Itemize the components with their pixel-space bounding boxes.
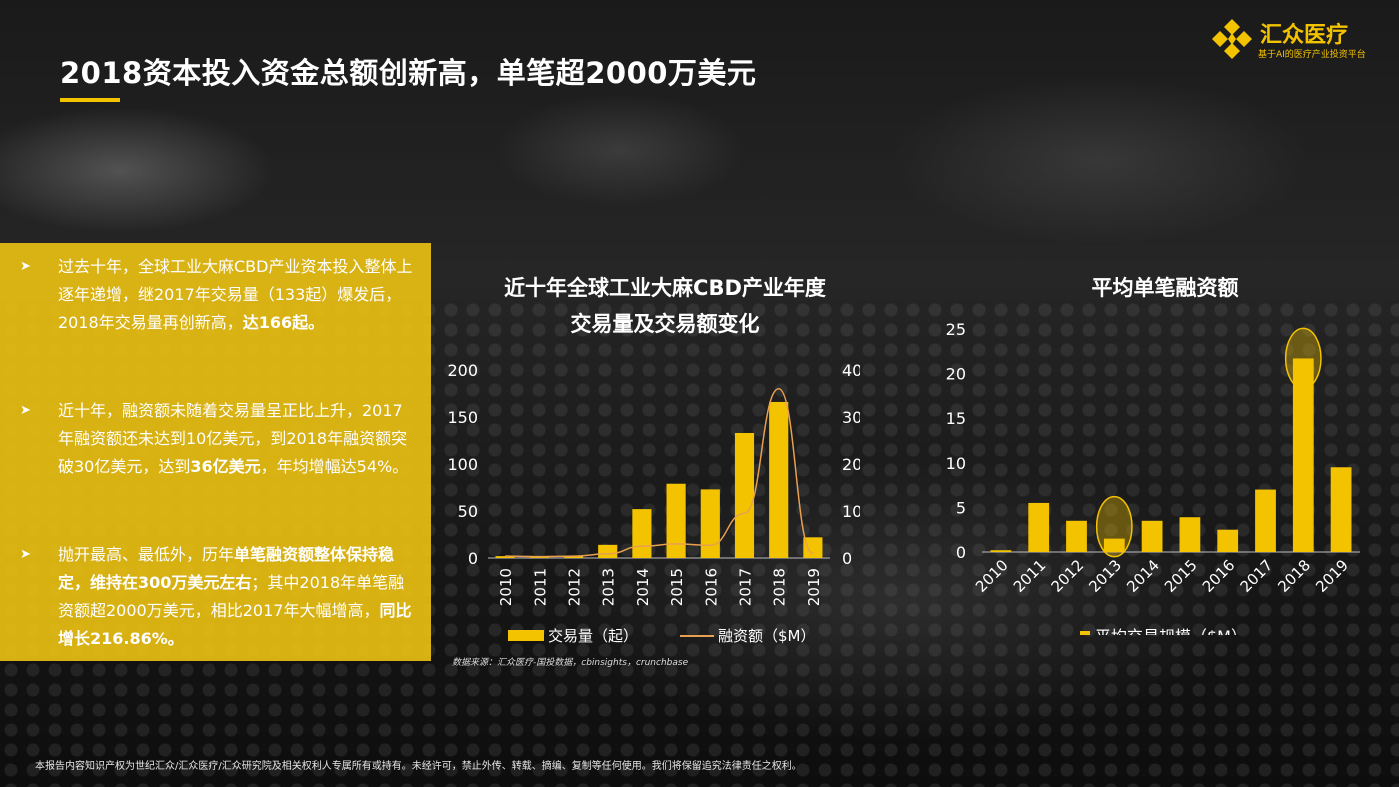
chart2-bar	[1066, 520, 1087, 552]
chart2-title: 平均单笔融资额	[1091, 276, 1239, 300]
chart1-legend-bar-label: 交易量（起）	[548, 627, 638, 645]
chart2-x-tick: 2017	[1237, 556, 1277, 596]
chart2-x-tick: 2012	[1048, 556, 1088, 596]
chart1-legend-line-label: 融资额（$M）	[718, 627, 816, 645]
chart1-x-tick: 2011	[531, 568, 549, 606]
bullet-text: 过去十年，全球工业大麻CBD产业资本投入整体上逐年递增，继2017年交易量（13…	[58, 253, 418, 337]
chart2-x-tick: 2011	[1010, 556, 1050, 596]
chart1-right-tick: 1000	[842, 502, 860, 521]
chart2-y-tick: 10	[946, 454, 966, 473]
chart2-legend-swatch	[1080, 631, 1090, 635]
chart1-left-tick: 150	[447, 408, 478, 427]
chart1-bar	[769, 401, 789, 558]
chart2-bar	[1330, 467, 1352, 552]
chart2-x-tick: 2016	[1199, 556, 1239, 596]
chart2-bar	[1255, 489, 1276, 552]
chart2-x-tick: 2015	[1161, 556, 1201, 596]
chart1-bar	[632, 509, 652, 558]
page-title: 2018资本投入资金总额创新高，单笔超2000万美元	[60, 56, 757, 90]
chart2-x-tick: 2013	[1085, 556, 1125, 596]
chart1-left-tick: 200	[447, 361, 478, 380]
chart2-x-tick: 2014	[1123, 556, 1163, 596]
chart1-line	[505, 388, 814, 558]
chart2: 0510152025201020112012201320142015201620…	[946, 320, 1360, 635]
chart1-bar	[666, 483, 686, 558]
chart1-x-tick: 2015	[668, 568, 686, 606]
chart2-y-tick: 25	[946, 320, 966, 339]
chart1-x-tick: 2010	[497, 568, 515, 606]
chart1-bar	[598, 544, 618, 558]
chart1-left-tick: 100	[447, 455, 478, 474]
bullet-text-bold: 36亿美元	[190, 457, 261, 476]
bullet-text-part: ；其中2018年单笔融资额超2000万美元，相比2017年大幅增高，	[58, 573, 405, 620]
bullet-3: ➤ 抛开最高、最低外，历年单笔融资额整体保持稳定，维持在300万美元左右；其中2…	[20, 541, 420, 653]
footer-copyright: 本报告内容知识产权为世纪汇众/汇众医疗/汇众研究院及相关权利人专属所有或持有。未…	[35, 761, 802, 772]
chart1-left-tick: 50	[458, 502, 478, 521]
chart1-x-tick: 2017	[737, 568, 755, 606]
chart1-bar	[734, 432, 755, 558]
bullet-text: 近十年，融资额未随着交易量呈正比上升，2017年融资额还未达到10亿美元，到20…	[58, 397, 418, 481]
chart1-title: 近十年全球工业大麻CBD产业年度 交易量及交易额变化	[470, 270, 860, 342]
chart2-bar	[990, 550, 1012, 552]
chart2-legend-label: 平均交易规模（$M）	[1095, 627, 1247, 635]
title-underline	[60, 98, 120, 102]
bullet-text-bold: 单笔融资额整体保持稳定，维持在300万美元左右	[58, 545, 395, 592]
data-source: 数据来源：汇众医疗-国投数据，cbinsights，crunchbase	[452, 658, 689, 668]
bullet-text-bold: 达166起。	[242, 313, 325, 332]
bullet-2: ➤ 近十年，融资额未随着交易量呈正比上升，2017年融资额还未达到10亿美元，到…	[20, 397, 420, 509]
bullet-text: 抛开最高、最低外，历年单笔融资额整体保持稳定，维持在300万美元左右；其中201…	[58, 541, 418, 653]
chart2-x-tick: 2010	[972, 556, 1012, 596]
chart2-bar	[1141, 520, 1163, 552]
chart2-y-tick: 15	[946, 409, 966, 428]
arrow-right-icon: ➤	[20, 403, 31, 418]
chart2-bar	[1179, 517, 1201, 552]
chart2-y-tick: 0	[956, 543, 966, 562]
chart1-bar	[803, 537, 823, 558]
bullet-text-bold: 同比增长216.86%。	[58, 601, 412, 648]
chart2-y-tick: 5	[956, 498, 966, 517]
arrow-right-icon: ➤	[20, 259, 31, 274]
summary-panel: ➤ 过去十年，全球工业大麻CBD产业资本投入整体上逐年递增，继2017年交易量（…	[0, 243, 431, 661]
logo: 汇众医疗 基于AI的医疗产业投资平台	[1210, 15, 1390, 63]
chart2-x-tick: 2019	[1312, 556, 1352, 596]
bullet-text-part: 过去十年，全球工业大麻CBD产业资本投入整体上逐年递增，继2017年交易量（13…	[58, 257, 413, 332]
chart1-bar	[700, 489, 720, 558]
chart1-title-line2: 交易量及交易额变化	[570, 312, 760, 336]
bullet-text-part: 近十年，融资额未随着交易量呈正比上升，2017年融资额还未达到10亿美元，到20…	[58, 401, 408, 476]
chart2-y-tick: 20	[946, 365, 966, 384]
chart2-bar	[1103, 538, 1125, 552]
chart1-legend-bar-swatch	[508, 630, 544, 641]
chart2-bar	[1292, 358, 1314, 552]
chart1-bar	[529, 557, 549, 558]
chart1-right-tick: 0	[842, 549, 852, 568]
bullet-1: ➤ 过去十年，全球工业大麻CBD产业资本投入整体上逐年递增，继2017年交易量（…	[20, 253, 420, 365]
chart1-left-tick: 0	[468, 549, 478, 568]
chart1-right-tick: 2000	[842, 455, 860, 474]
chart1-x-tick: 2013	[600, 568, 618, 606]
chart1-x-tick: 2012	[566, 568, 584, 606]
chart1-bar	[563, 556, 584, 558]
diamond-lattice-icon	[1212, 19, 1252, 59]
chart2-highlight-ellipse	[1095, 495, 1133, 558]
chart1-title-line1: 近十年全球工业大麻CBD产业年度	[504, 276, 826, 300]
chart1-x-tick: 2018	[771, 568, 789, 606]
logo-tagline: 基于AI的医疗产业投资平台	[1258, 50, 1366, 60]
bullet-text-part: 抛开最高、最低外，历年	[58, 545, 235, 564]
chart2-x-tick: 2018	[1274, 556, 1314, 596]
logo-name: 汇众医疗	[1260, 23, 1349, 48]
arrow-right-icon: ➤	[20, 547, 31, 562]
chart1-bar	[495, 556, 515, 558]
chart1-right-tick: 3000	[842, 408, 860, 427]
bullet-text-part: ，年均增幅达54%。	[260, 457, 409, 476]
chart1-x-tick: 2019	[805, 568, 823, 606]
chart2-bar	[1217, 529, 1239, 552]
chart1: 0501001502000100020003000400020102011201…	[447, 361, 860, 645]
chart1-right-tick: 4000	[842, 361, 860, 380]
chart2-bar	[1028, 502, 1050, 552]
chart1-x-tick: 2016	[702, 568, 720, 606]
chart2-highlight-ellipse	[1284, 327, 1322, 390]
chart1-x-tick: 2014	[634, 568, 652, 606]
